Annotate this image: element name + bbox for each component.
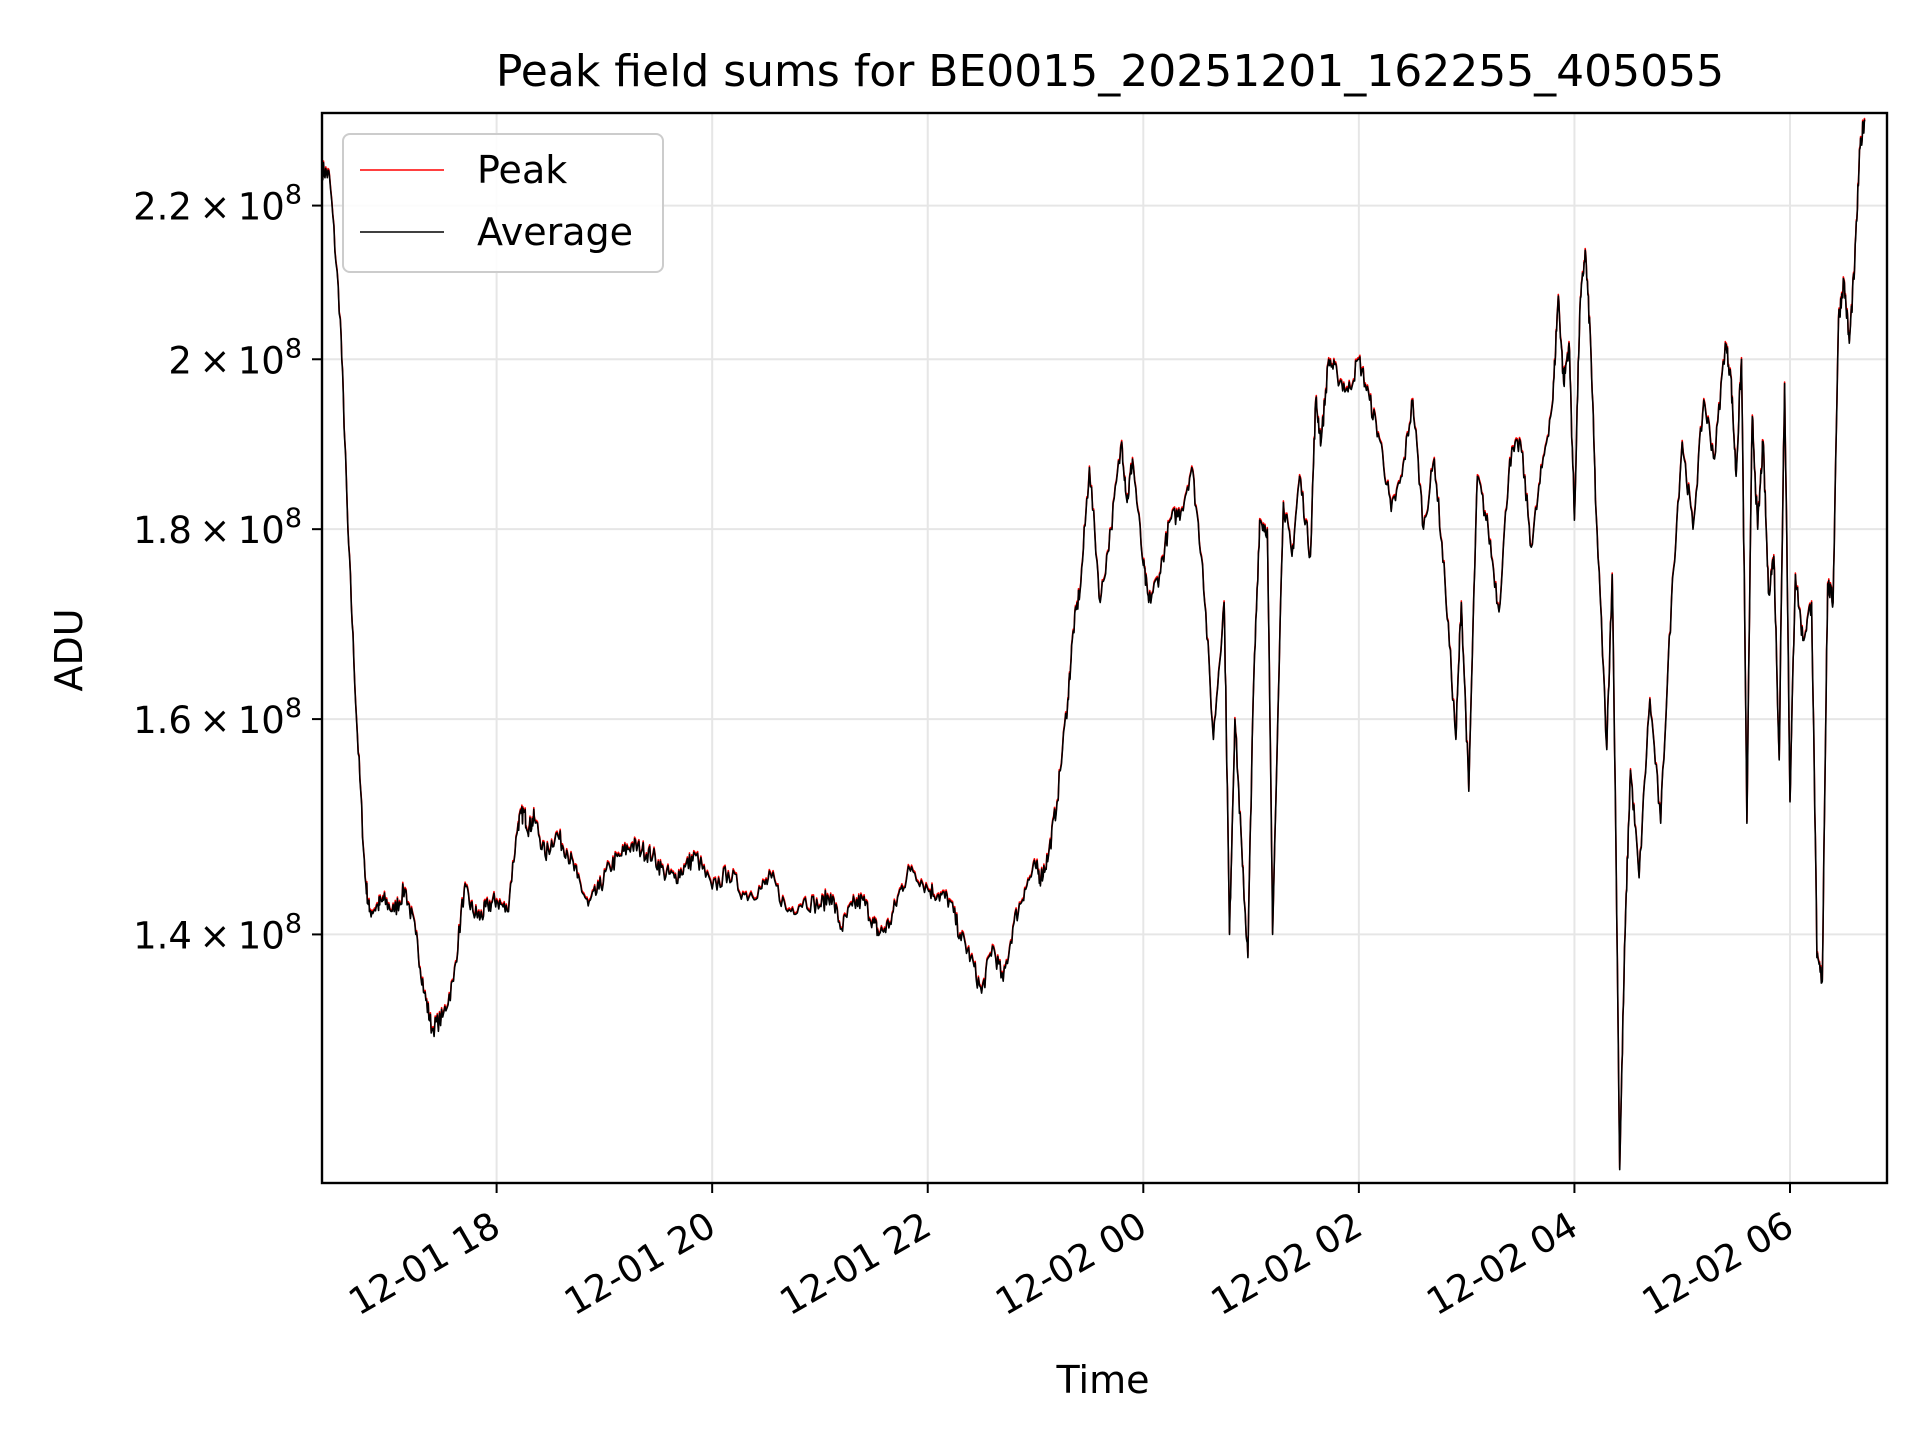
y-tick-label-4: 2.2 × 108 [133, 180, 302, 229]
series-lines [321, 117, 1866, 1171]
x-axis-label: Time [1056, 1358, 1150, 1402]
legend-label-average: Average [477, 210, 633, 254]
y-axis-label: ADU [47, 608, 91, 691]
y-tick-label-0: 1.4 × 108 [133, 908, 302, 957]
legend: Peak Average [342, 133, 664, 273]
plot-frame [320, 111, 1889, 1185]
chart-title: Peak field sums for BE0015_20251201_1622… [496, 46, 1724, 97]
y-tick-label-1: 1.6 × 108 [133, 693, 302, 742]
series-average-line [321, 119, 1866, 1171]
y-tick-label-2: 1.8 × 108 [133, 503, 302, 552]
y-tick-label-3: 2 × 108 [168, 333, 302, 382]
grid [322, 113, 1887, 1183]
legend-box [342, 133, 664, 273]
y-axis: 1.4 × 108 1.6 × 108 1.8 × 108 2 × 108 2.2 × … [133, 180, 322, 957]
legend-label-peak: Peak [477, 148, 567, 192]
